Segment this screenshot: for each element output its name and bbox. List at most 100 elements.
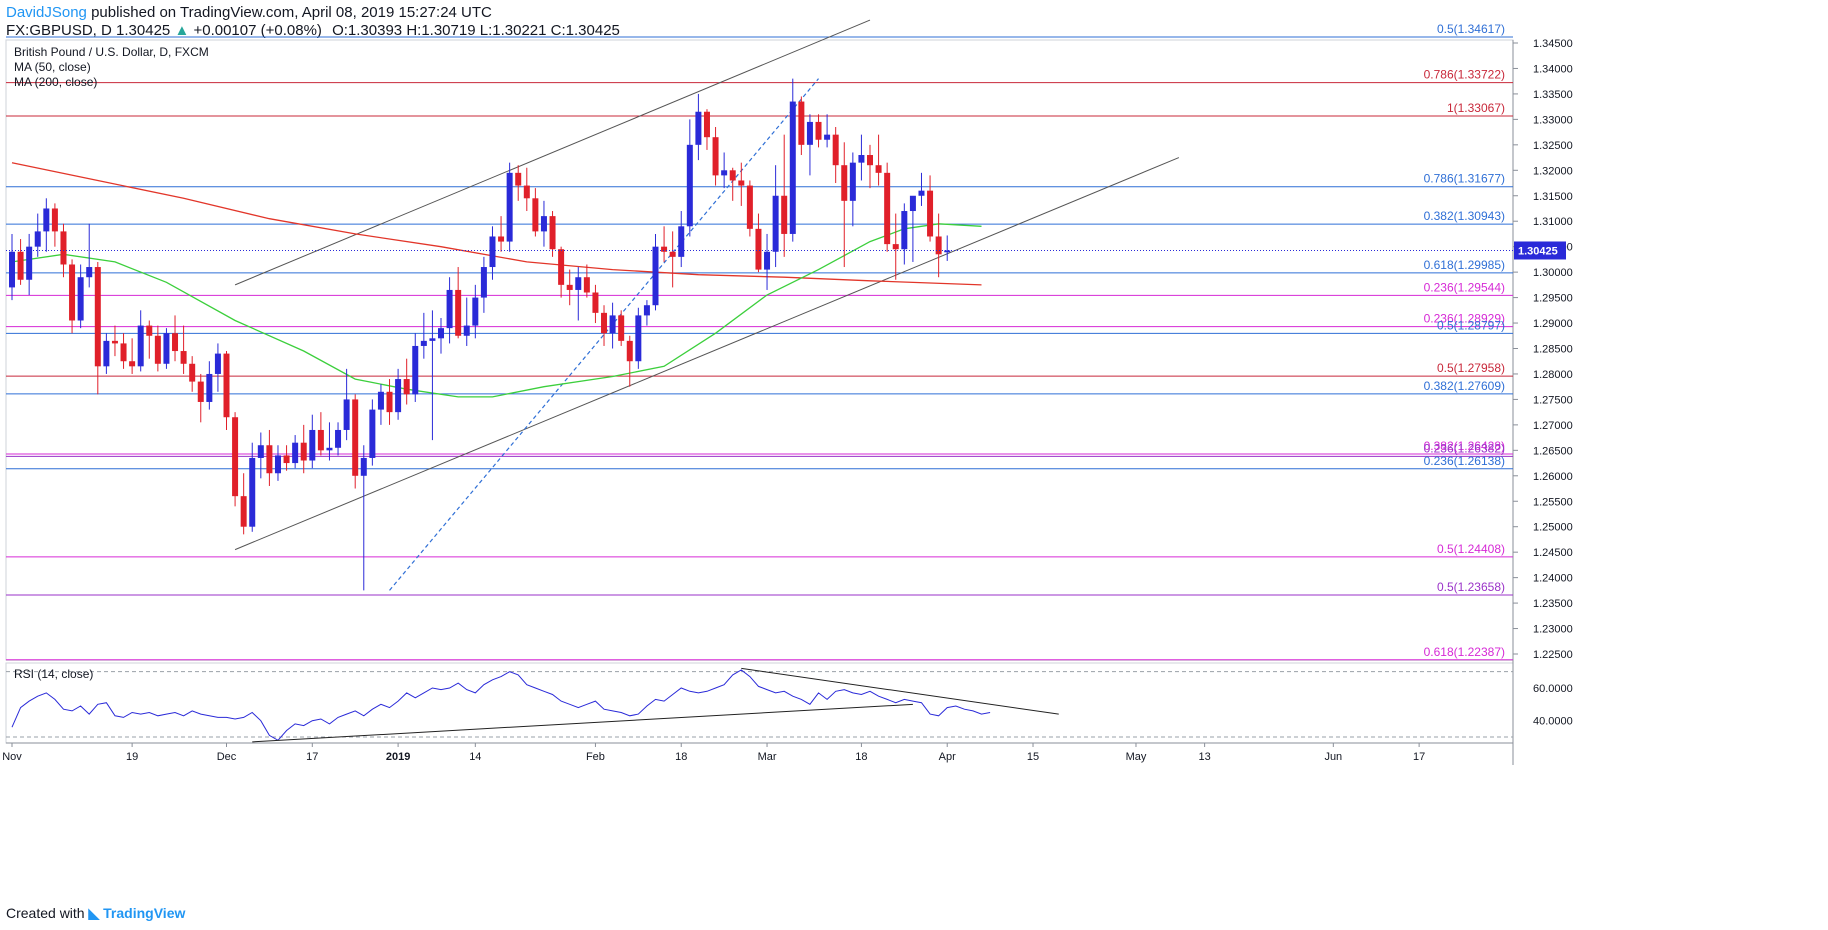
quote-line: FX:GBPUSD, D 1.30425 ▲ +0.00107 (+0.08%)…: [6, 22, 620, 39]
price-axis-label: 1.33500: [1533, 89, 1573, 101]
rsi-axis-label: 60.0000: [1533, 683, 1573, 695]
candle-body: [292, 442, 299, 464]
fib-level-label: 0.618(1.22387): [1424, 645, 1505, 659]
high-value: 1.30719: [421, 22, 476, 39]
candle-body: [395, 379, 402, 413]
fib-level-label: 0.5(1.34617): [1437, 22, 1505, 36]
time-axis-label: 15: [1027, 751, 1039, 763]
channel-trendline: [234, 157, 1180, 551]
candle-body: [300, 442, 307, 461]
candle-body: [652, 246, 659, 306]
candle-body: [472, 297, 479, 326]
ma200-line: [11, 162, 982, 286]
candle-body: [420, 340, 427, 346]
candle-body: [455, 289, 462, 336]
candle-body: [326, 447, 333, 451]
last-price-tag-label: 1.30425: [1518, 245, 1558, 257]
tradingview-logo-icon[interactable]: ◣: [88, 905, 100, 921]
candle-body: [335, 429, 342, 448]
candle-body: [781, 195, 788, 234]
candle-body: [257, 445, 264, 458]
candle-body: [583, 277, 590, 293]
candle-body: [463, 325, 470, 336]
candle-body: [386, 391, 393, 413]
rsi-pane-frame: [5, 662, 1514, 744]
candle-body: [438, 328, 444, 339]
candle-body: [26, 246, 33, 280]
fib-level-label: 0.5(1.23658): [1437, 580, 1505, 594]
close-value: 1.30425: [565, 22, 620, 39]
candle-body: [626, 340, 633, 362]
price-axis-label: 1.23000: [1533, 624, 1573, 636]
price-axis-label: 1.25000: [1533, 522, 1573, 534]
candle-body: [515, 172, 522, 186]
candle-body: [798, 101, 805, 145]
candle-body: [69, 264, 76, 321]
last-price: 1.30425: [116, 22, 171, 39]
price-axis-label: 1.29000: [1533, 318, 1573, 330]
last-price-tag: [1514, 241, 1566, 260]
ma200-legend: MA (200, close): [14, 75, 97, 89]
fib-level-label: 0.236(1.26382): [1424, 441, 1505, 455]
fib-level-label: 0.236(1.28929): [1424, 312, 1505, 326]
symbol-label: FX:GBPUSD, D: [6, 22, 112, 39]
candle-body: [43, 208, 50, 232]
price-axis-label: 1.27000: [1533, 420, 1573, 432]
candle-body: [532, 198, 539, 232]
candle-body: [232, 417, 239, 497]
rsi-trendline: [741, 667, 1059, 715]
candle-body: [317, 429, 324, 451]
chart-title: British Pound / U.S. Dollar, D, FXCM: [14, 45, 209, 59]
time-axis-label: Jun: [1324, 751, 1342, 763]
price-axis-label: 1.30000: [1533, 267, 1573, 279]
published-text: published on TradingView.com, April 08, …: [91, 4, 492, 21]
open-label: O:: [332, 22, 348, 39]
candle-body: [729, 170, 736, 181]
candle-body: [635, 315, 642, 362]
candle-body: [309, 429, 316, 461]
fib-level-label: 0.382(1.27609): [1424, 379, 1505, 393]
candle-body: [858, 155, 865, 163]
candle-body: [412, 345, 419, 395]
candle-body: [180, 351, 187, 364]
candle-body: [609, 315, 616, 334]
tradingview-brand[interactable]: TradingView: [103, 905, 186, 921]
price-axis-label: 1.26000: [1533, 471, 1573, 483]
candle-body: [60, 231, 67, 265]
candle-body: [884, 172, 891, 245]
price-axis-label: 1.27500: [1533, 394, 1573, 406]
price-axis-label: 1.22500: [1533, 649, 1573, 661]
candle-body: [206, 373, 213, 402]
footer: Created with ◣ TradingView: [6, 905, 185, 922]
candle-body: [154, 335, 161, 364]
candle-body: [772, 195, 779, 252]
time-axis-label: Nov: [2, 751, 22, 763]
candle-body: [240, 496, 247, 527]
candle-body: [377, 391, 384, 410]
candle-body: [738, 180, 745, 186]
price-axis-label: 1.28500: [1533, 344, 1573, 356]
time-axis-label: Apr: [939, 751, 956, 763]
candle-body: [77, 277, 84, 321]
time-axis-label: 19: [126, 751, 138, 763]
candle-body: [17, 251, 24, 280]
fib-level-label: 0.786(1.33722): [1424, 68, 1505, 82]
candle-body: [189, 363, 196, 382]
channel-trendline: [234, 19, 871, 286]
time-axis-label: 18: [675, 751, 687, 763]
price-axis-label: 1.24500: [1533, 547, 1573, 559]
fib-level-label: 0.5(1.28797): [1437, 318, 1505, 332]
fib-level-label: 0.786(1.31677): [1424, 172, 1505, 186]
high-label: H:: [406, 22, 422, 39]
candle-body: [686, 144, 693, 227]
candle-body: [669, 251, 676, 257]
fib-level-label: 0.382(1.26428): [1424, 439, 1505, 453]
candle-body: [601, 312, 608, 334]
fib-level-label: 0.236(1.26138): [1424, 454, 1505, 468]
author-link[interactable]: DavidJSong: [6, 4, 87, 21]
candle-body: [558, 249, 565, 285]
candle-body: [137, 325, 144, 367]
candle-body: [703, 111, 710, 138]
time-axis-label: 18: [855, 751, 867, 763]
